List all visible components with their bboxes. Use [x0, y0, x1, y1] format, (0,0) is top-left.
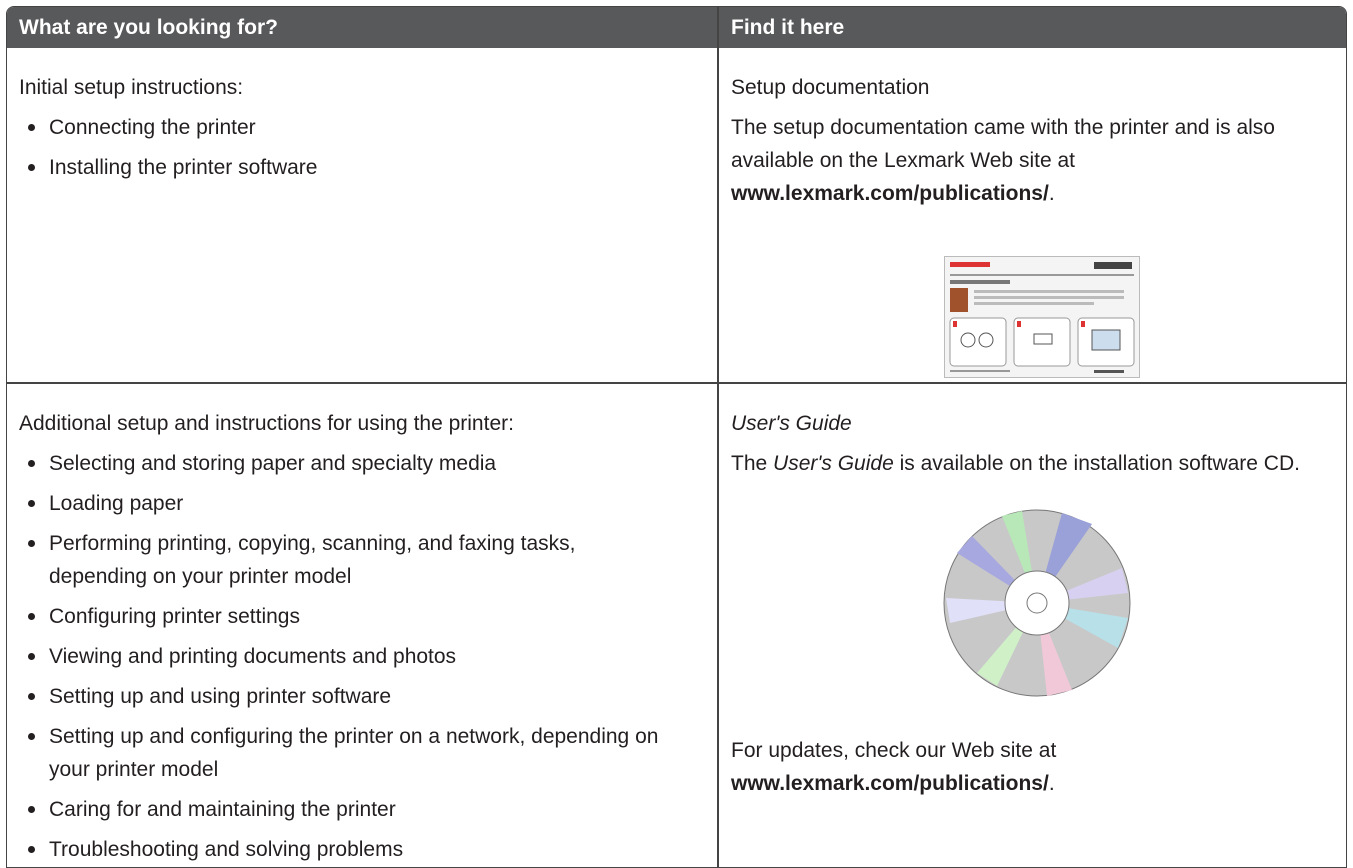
- column-divider: [717, 7, 719, 867]
- item-list: Selecting and storing paper and specialt…: [19, 447, 659, 866]
- topic: Additional setup and instructions for us…: [19, 412, 514, 435]
- source-text: The setup documentation came with the pr…: [731, 111, 1331, 210]
- list-item: Loading paper: [19, 487, 659, 520]
- title-ref: User's Guide: [773, 452, 894, 475]
- source-title: Setup documentation: [731, 76, 930, 99]
- row-divider: [7, 382, 1346, 384]
- link: www.lexmark.com/publications/: [731, 182, 1049, 205]
- cd-image: [943, 509, 1131, 697]
- list-item: Connecting the printer: [19, 111, 699, 144]
- header-cell: Find it here: [731, 16, 845, 39]
- topic: Initial setup instructions:: [19, 76, 244, 99]
- list-item: Configuring printer settings: [19, 600, 659, 633]
- source-cell: User's Guide The User's Guide is availab…: [731, 407, 1339, 487]
- text: The setup documentation came with the pr…: [731, 116, 1275, 172]
- text: is available on the installation softwar…: [893, 452, 1300, 475]
- list-item: Caring for and maintaining the printer: [19, 793, 659, 826]
- header-row: What are you looking for? Find it here: [7, 7, 1346, 48]
- list-item: Installing the printer software: [19, 151, 699, 184]
- source-note: For updates, check our Web site at www.l…: [731, 734, 1339, 800]
- list-item: Selecting and storing paper and specialt…: [19, 447, 659, 480]
- source-cell: Setup documentation The setup documentat…: [731, 71, 1331, 217]
- list-item: Setting up and using printer software: [19, 680, 659, 713]
- topic-cell: Additional setup and instructions for us…: [19, 407, 659, 867]
- text: .: [1048, 772, 1055, 795]
- source-text: The User's Guide is available on the ins…: [731, 447, 1339, 480]
- header-cell: What are you looking for?: [19, 16, 279, 39]
- text: The: [731, 452, 774, 475]
- topic-cell: Initial setup instructions: Connecting t…: [19, 71, 699, 191]
- source-title: User's Guide: [731, 407, 1339, 440]
- text: .: [1048, 182, 1055, 205]
- item-list: Connecting the printer Installing the pri…: [19, 111, 699, 184]
- table: What are you looking for? Find it here I…: [6, 6, 1347, 868]
- list-item: Performing printing, copying, scanning, …: [19, 527, 659, 593]
- setup-image: [944, 256, 1140, 378]
- list-item: Setting up and configuring the printer o…: [19, 720, 659, 786]
- list-item: Viewing and printing documents and photo…: [19, 640, 659, 673]
- list-item: Troubleshooting and solving problems: [19, 833, 659, 866]
- text: For updates, check our Web site at: [731, 739, 1057, 762]
- title: User's Guide: [731, 412, 852, 435]
- source-note-cell: For updates, check our Web site at www.l…: [731, 734, 1339, 807]
- link: www.lexmark.com/publications/: [731, 772, 1049, 795]
